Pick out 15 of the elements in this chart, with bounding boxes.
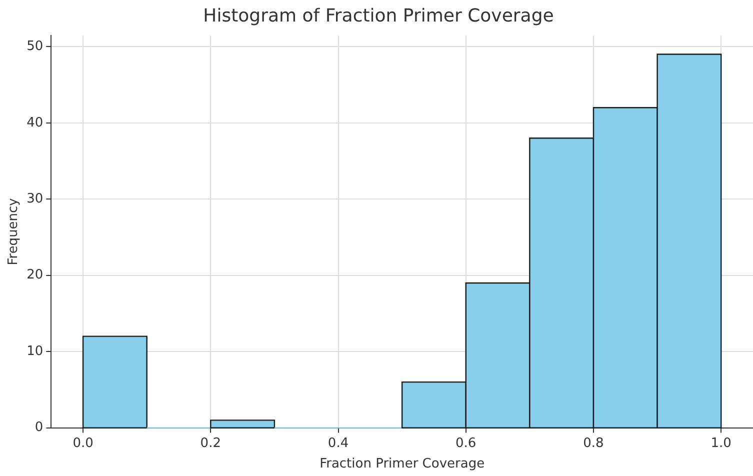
y-tick-label: 20 bbox=[26, 268, 44, 283]
y-tick-label: 10 bbox=[26, 344, 44, 359]
x-tick-label: 0.4 bbox=[328, 436, 349, 451]
x-tick-label: 0.2 bbox=[200, 436, 221, 451]
x-tick-label: 1.0 bbox=[710, 436, 732, 451]
x-tick-label: 0.0 bbox=[72, 436, 94, 451]
x-axis-title: Fraction Primer Coverage bbox=[320, 456, 485, 472]
y-tick-label: 50 bbox=[26, 39, 44, 54]
y-axis-title: Frequency bbox=[6, 198, 22, 266]
x-tick-label: 0.6 bbox=[456, 436, 476, 451]
chart-title: Histogram of Fraction Primer Coverage bbox=[203, 5, 554, 26]
y-tick-label: 0 bbox=[34, 420, 44, 436]
y-tick-label: 30 bbox=[26, 191, 44, 206]
x-tick-label: 0.8 bbox=[583, 436, 604, 451]
y-tick-label: 40 bbox=[26, 115, 44, 130]
